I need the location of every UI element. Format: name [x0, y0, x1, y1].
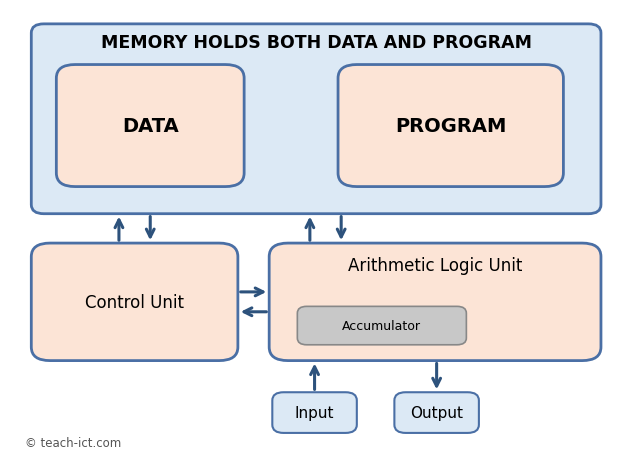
FancyBboxPatch shape [31, 244, 238, 361]
FancyBboxPatch shape [297, 307, 466, 345]
FancyBboxPatch shape [31, 25, 601, 214]
FancyBboxPatch shape [394, 392, 479, 433]
Text: Arithmetic Logic Unit: Arithmetic Logic Unit [348, 256, 522, 274]
Text: Output: Output [410, 405, 463, 420]
Text: Input: Input [295, 405, 334, 420]
Text: Accumulator: Accumulator [342, 319, 421, 332]
Text: Control Unit: Control Unit [85, 293, 184, 311]
FancyBboxPatch shape [269, 244, 601, 361]
FancyBboxPatch shape [338, 65, 563, 187]
Text: PROGRAM: PROGRAM [395, 117, 506, 136]
Text: © teach-ict.com: © teach-ict.com [25, 436, 121, 449]
Text: MEMORY HOLDS BOTH DATA AND PROGRAM: MEMORY HOLDS BOTH DATA AND PROGRAM [101, 34, 531, 52]
Text: DATA: DATA [122, 117, 178, 136]
FancyBboxPatch shape [272, 392, 357, 433]
FancyBboxPatch shape [56, 65, 244, 187]
